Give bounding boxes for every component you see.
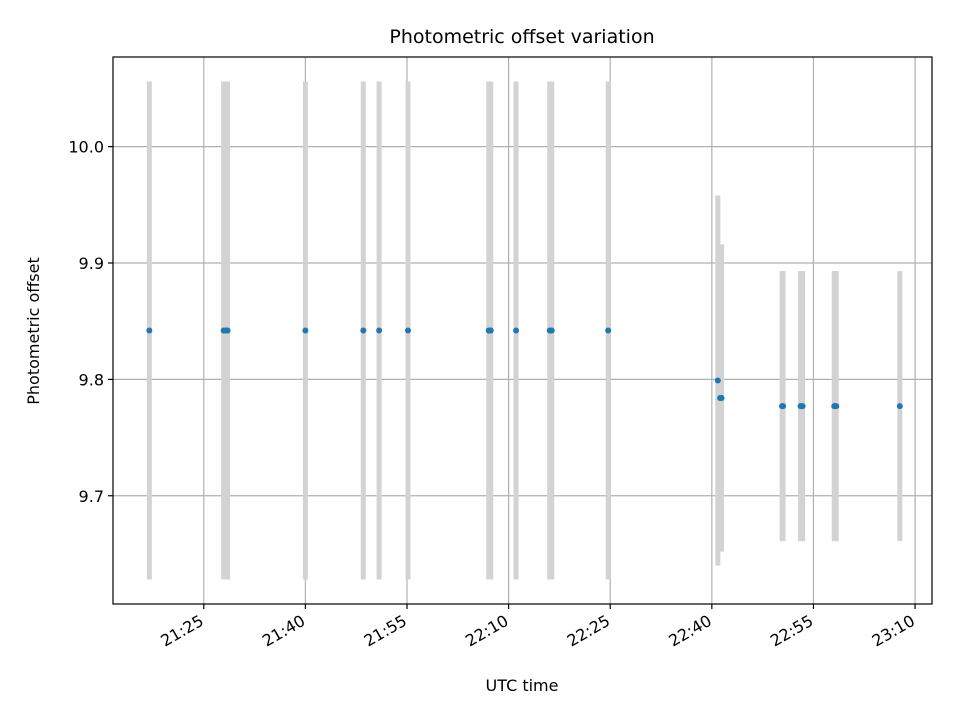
data-point xyxy=(833,403,840,410)
y-tick-label: 9.9 xyxy=(79,254,104,273)
y-tick-label: 10.0 xyxy=(68,138,104,157)
data-point xyxy=(714,377,721,384)
y-tick-label: 9.8 xyxy=(79,370,104,389)
data-point xyxy=(360,327,367,334)
data-point xyxy=(302,327,309,334)
data-point xyxy=(376,327,383,334)
chart-title: Photometric offset variation xyxy=(389,26,654,48)
data-point xyxy=(405,327,412,334)
y-axis-label: Photometric offset xyxy=(24,257,43,405)
point-layer xyxy=(146,327,903,410)
data-point xyxy=(605,327,612,334)
data-point xyxy=(146,327,153,334)
y-axis: 9.7 9.8 9.9 10.0 xyxy=(68,138,113,506)
data-point xyxy=(224,327,231,334)
data-point xyxy=(487,327,494,334)
data-point xyxy=(548,327,555,334)
data-point xyxy=(896,403,903,410)
data-point xyxy=(513,327,520,334)
x-axis-label: UTC time xyxy=(486,676,559,695)
data-point xyxy=(799,403,806,410)
data-point xyxy=(718,395,725,402)
data-point xyxy=(780,403,787,410)
plot-frame xyxy=(112,56,933,605)
y-tick-label: 9.7 xyxy=(79,487,104,506)
